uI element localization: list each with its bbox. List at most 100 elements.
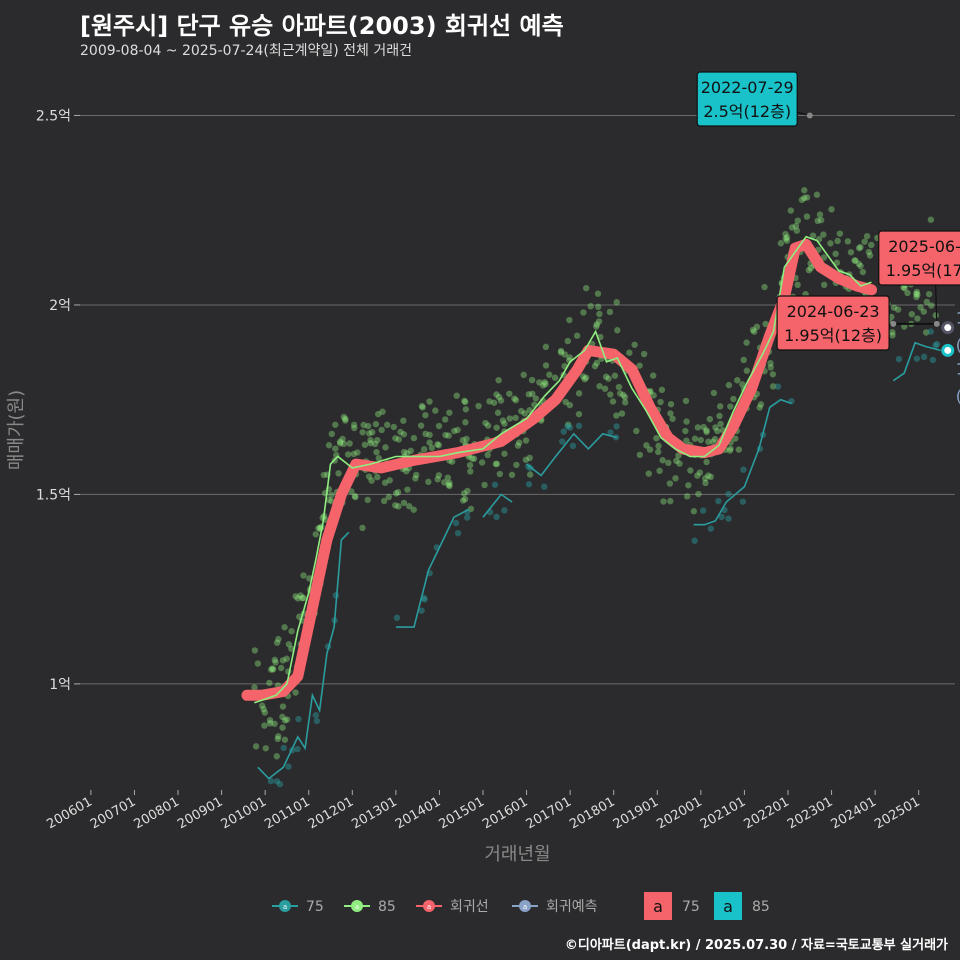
data-point-85 [467, 468, 474, 475]
data-point-85 [700, 423, 707, 431]
data-point-85 [279, 703, 287, 710]
data-point-85 [288, 628, 295, 635]
data-point-85 [511, 395, 518, 402]
data-point-85 [863, 232, 871, 240]
data-point-75 [280, 744, 287, 752]
data-point-85 [682, 427, 689, 435]
data-point-85 [495, 376, 502, 384]
data-point-85 [384, 421, 391, 429]
annotation-point [933, 320, 940, 327]
data-point-85 [682, 397, 690, 405]
data-point-75 [691, 537, 698, 544]
data-point-85 [914, 315, 921, 322]
data-point-85 [711, 435, 719, 443]
data-point-85 [251, 684, 258, 691]
data-point-75 [285, 763, 292, 770]
data-point-85 [281, 624, 288, 631]
data-point-85 [827, 240, 834, 247]
data-point-85 [716, 403, 724, 410]
data-point-85 [857, 243, 864, 251]
data-point-85 [434, 441, 441, 448]
data-point-75 [613, 423, 620, 430]
data-point-85 [506, 415, 513, 422]
data-point-85 [381, 479, 389, 486]
data-point-85 [794, 217, 802, 224]
data-point-85 [395, 503, 402, 510]
data-point-85 [481, 481, 488, 489]
y-tick-label: 1억 [49, 677, 71, 693]
data-point-85 [660, 498, 667, 505]
data-point-85 [275, 733, 282, 740]
data-point-85 [581, 376, 588, 383]
data-point-85 [492, 460, 500, 468]
data-point-85 [446, 409, 453, 416]
data-point-85 [894, 306, 902, 313]
data-point-85 [501, 420, 508, 427]
data-point-85 [542, 362, 550, 369]
legend-key-glyph: a [283, 903, 287, 911]
data-point-85 [541, 378, 548, 386]
data-point-85 [446, 479, 453, 487]
data-point-85 [346, 440, 353, 447]
data-point-85 [364, 422, 372, 430]
data-point-85 [844, 238, 852, 245]
data-point-85 [631, 341, 638, 348]
data-point-85 [643, 442, 650, 449]
data-point-85 [596, 383, 603, 390]
data-point-85 [403, 467, 410, 475]
data-point-75 [560, 428, 567, 435]
data-point-85 [364, 496, 371, 504]
data-point-85 [271, 656, 279, 664]
data-point-85 [646, 446, 654, 453]
chart-subtitle: 2009-08-04 ~ 2025-07-24(최근계약일) 전체 거래건 [80, 43, 412, 59]
data-point-85 [385, 493, 392, 501]
legend-key-glyph: a [427, 903, 431, 911]
data-point-85 [254, 660, 262, 667]
data-point-75 [715, 497, 722, 505]
data-point-75 [739, 498, 747, 505]
annotation-price: 1.95억(12층) [784, 326, 882, 345]
data-point-85 [666, 480, 674, 487]
data-point-85 [561, 351, 569, 358]
data-point-85 [422, 411, 429, 419]
data-point-75 [699, 507, 707, 514]
data-point-85 [374, 436, 381, 444]
data-point-85 [448, 458, 456, 465]
data-point-85 [901, 323, 908, 330]
legend-key-glyph: a [355, 903, 359, 911]
data-point-75 [740, 466, 747, 473]
data-point-85 [851, 257, 858, 264]
series-75-line [482, 493, 513, 518]
x-tick-label: 201001 [219, 794, 269, 832]
data-point-85 [917, 304, 924, 311]
data-point-85 [499, 417, 507, 424]
data-point-85 [923, 298, 930, 306]
forecast-value-label: 19,405 [956, 309, 960, 328]
data-point-85 [587, 303, 594, 310]
x-axis-title: 거래년월 [484, 844, 550, 865]
series-lines [241, 235, 941, 780]
data-point-85 [468, 455, 476, 462]
data-point-85 [292, 689, 299, 696]
data-point-85 [636, 362, 643, 369]
data-point-85 [712, 424, 719, 431]
series-75-line [395, 508, 469, 628]
data-point-85 [365, 473, 373, 480]
data-point-85 [494, 409, 502, 416]
data-point-85 [390, 423, 398, 431]
data-point-75 [493, 513, 500, 521]
data-point-85 [901, 284, 908, 292]
data-point-85 [526, 454, 533, 462]
data-point-85 [521, 410, 528, 417]
data-point-85 [292, 593, 299, 600]
data-point-85 [914, 291, 921, 298]
data-point-85 [451, 427, 458, 435]
data-point-85 [490, 399, 498, 406]
data-point-85 [400, 431, 408, 438]
data-point-85 [336, 438, 344, 445]
legend-key-dot [279, 900, 291, 912]
legend-text-glyph: a [723, 897, 733, 916]
data-point-85 [672, 475, 679, 482]
data-point-85 [626, 349, 633, 356]
data-point-85 [816, 211, 824, 218]
